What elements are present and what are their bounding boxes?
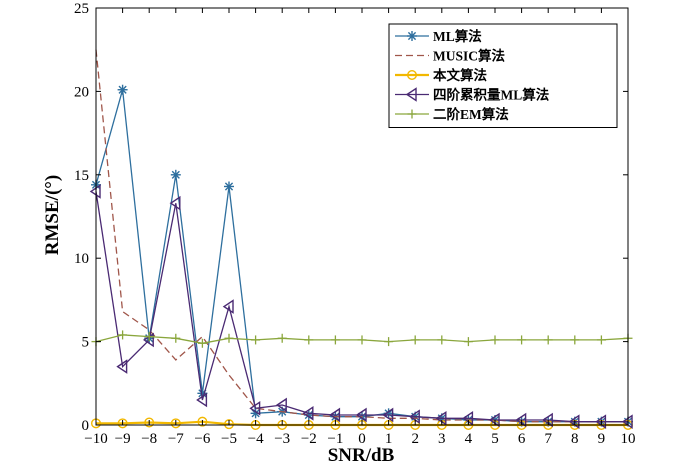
data-point-5-6	[224, 333, 234, 343]
legend-marker-1	[407, 31, 417, 41]
data-point-5-10	[330, 335, 340, 345]
y-tick-label-1: 0	[82, 418, 90, 434]
data-point-5-9	[304, 335, 314, 345]
x-tick-label-9: −2	[301, 431, 317, 447]
y-tick-label-3: 10	[74, 251, 89, 267]
data-point-5-3	[144, 332, 154, 342]
data-point-4-6	[222, 299, 234, 314]
legend-item-2: MUSIC算法	[395, 48, 506, 64]
legend-marker-4	[405, 87, 417, 102]
legend-label-2: MUSIC算法	[433, 48, 506, 64]
x-tick-label-19: 8	[571, 431, 579, 447]
legend-marker-5	[407, 109, 417, 119]
x-tick-label-10: −1	[327, 431, 343, 447]
x-tick-label-14: 3	[438, 431, 446, 447]
x-tick-label-3: −8	[141, 431, 157, 447]
data-point-4-7	[249, 401, 261, 416]
data-point-4-13	[408, 409, 420, 424]
x-tick-label-17: 6	[518, 431, 526, 447]
data-point-3-5	[197, 416, 208, 427]
data-point-5-7	[251, 335, 261, 345]
x-tick-label-15: 4	[465, 431, 473, 447]
x-tick-label-7: −4	[248, 431, 264, 447]
legend-marker-3	[407, 69, 418, 80]
y-tick-label-6: 25	[74, 1, 89, 17]
x-axis-label: SNR/dB	[328, 445, 395, 466]
legend-label-5: 二阶EM算法	[433, 106, 509, 122]
x-tick-label-20: 9	[598, 431, 606, 447]
x-tick-label-18: 7	[544, 431, 552, 447]
x-tick-label-12: 1	[385, 431, 393, 447]
data-point-5-16	[490, 335, 500, 345]
data-point-4-2	[116, 359, 128, 374]
x-tick-label-6: −5	[221, 431, 237, 447]
legend-item-4: 四阶累积量ML算法	[395, 87, 550, 103]
x-tick-label-4: −7	[168, 431, 184, 447]
data-point-5-2	[118, 330, 128, 340]
data-point-1-4	[170, 169, 181, 180]
data-point-4-5	[196, 392, 208, 408]
data-point-5-17	[517, 335, 527, 345]
data-point-5-8	[277, 333, 287, 343]
y-tick-label-2: 5	[82, 335, 90, 351]
data-point-4-4	[169, 195, 181, 211]
data-point-5-4	[171, 333, 181, 343]
data-point-3-2	[117, 418, 128, 429]
legend-item-5: 二阶EM算法	[395, 106, 509, 122]
legend-item-1: ML算法	[395, 28, 482, 44]
data-point-4-11	[355, 407, 367, 423]
x-tick-label-16: 5	[491, 431, 499, 447]
data-point-4-10	[329, 407, 341, 423]
x-tick-label-8: −3	[274, 431, 290, 447]
legend-item-3: 本文算法	[395, 67, 487, 83]
x-tick-label-13: 2	[411, 431, 419, 447]
data-point-5-14	[437, 335, 447, 345]
data-point-5-12	[384, 337, 394, 347]
data-point-4-12	[382, 407, 394, 423]
data-point-4-9	[302, 406, 314, 421]
y-tick-label-5: 20	[74, 84, 89, 100]
x-tick-label-11: 0	[358, 431, 366, 447]
legend-label-4: 四阶累积量ML算法	[433, 87, 550, 103]
data-point-5-15	[463, 337, 473, 347]
data-point-5-19	[570, 335, 580, 345]
data-point-5-18	[543, 335, 553, 345]
data-point-5-11	[357, 335, 367, 345]
data-point-5-20	[596, 335, 606, 345]
axes-layer: −10 −9 −8 −7 −6 −5 −4 −3 −2 −1 0 1 2 3 4 5 6 7 8 9 100510152…	[74, 1, 636, 447]
x-tick-label-5: −6	[194, 431, 210, 447]
series-2	[95, 49, 628, 423]
data-point-1-6	[224, 181, 234, 192]
data-point-1-2	[117, 84, 128, 95]
data-point-5-13	[410, 335, 420, 345]
x-tick-label-21: 10	[621, 431, 636, 447]
y-tick-label-4: 15	[74, 168, 89, 184]
x-tick-label-1: −10	[84, 431, 107, 447]
y-axis-label: RMSE/(°)	[42, 175, 63, 255]
x-tick-label-2: −9	[115, 431, 131, 447]
data-point-5-5	[197, 338, 207, 348]
data-point-4-8	[275, 397, 287, 413]
series-line-4	[95, 191, 628, 423]
legend-label-3: 本文算法	[433, 67, 487, 83]
data-point-3-3	[144, 417, 155, 428]
legend-label-1: ML算法	[433, 28, 482, 44]
data-point-3-4	[170, 418, 181, 429]
series-line-2	[95, 49, 628, 423]
data-point-3-6	[223, 419, 234, 430]
